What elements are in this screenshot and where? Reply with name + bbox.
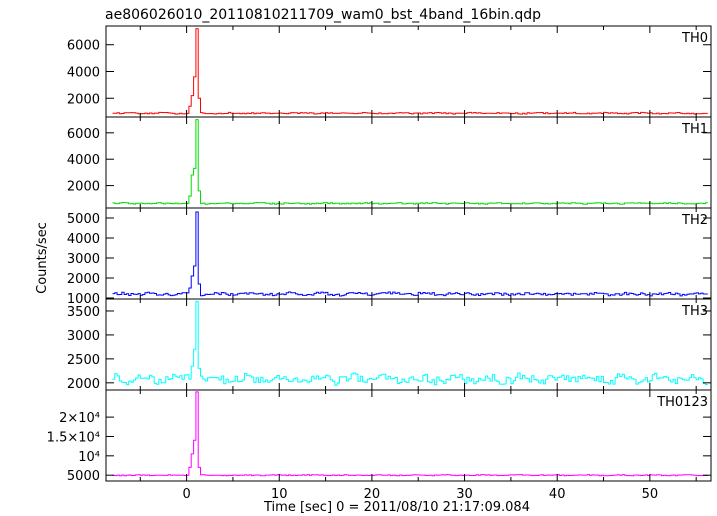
y-tick-label: 1000 (67, 292, 100, 307)
y-tick-label: 3000 (67, 252, 100, 267)
y-tick-label: 2000 (67, 180, 100, 195)
x-tick-label: 30 (456, 487, 473, 502)
series-th3 (112, 300, 708, 386)
panel-label: TH0 (681, 31, 708, 46)
y-tick-label: 2000 (67, 92, 100, 107)
panel-label: TH2 (681, 213, 708, 228)
y-tick-label: 2000 (67, 272, 100, 287)
x-tick-label: 20 (364, 487, 381, 502)
y-tick-label: 1.5×10⁴ (47, 430, 100, 445)
panel-label: TH1 (681, 122, 708, 137)
x-tick-label: 0 (182, 487, 190, 502)
y-tick-label: 4000 (67, 153, 100, 168)
panel-frame (105, 116, 712, 209)
y-tick-label: 2500 (67, 353, 100, 368)
panel-frame (105, 389, 712, 482)
panel-th2: 1000 2000 3000 4000 5000 TH2 (67, 207, 712, 307)
y-tick-label: 5000 (67, 469, 100, 484)
y-tick-label: 6000 (67, 39, 100, 54)
panel-th1: 2000 4000 6000 TH1 (67, 116, 712, 209)
y-tick-label: 6000 (67, 127, 100, 142)
y-tick-label: 4000 (67, 66, 100, 81)
y-tick-label: 5000 (67, 212, 100, 227)
x-axis: 0 10 20 30 40 50 (182, 487, 658, 502)
series-th1 (112, 119, 708, 205)
panel-th0: 2000 4000 6000 TH0 (67, 25, 712, 118)
panel-th0123: 5000 10⁴ 1.5×10⁴ 2×10⁴ TH0123 (47, 389, 712, 484)
series-th0 (112, 28, 708, 115)
panels: 2000 4000 6000 TH0 2000 4000 6000 TH1 1000 2000 30… (47, 25, 712, 484)
y-tick-label: 3000 (67, 329, 100, 344)
y-tick-label: 4000 (67, 232, 100, 247)
panel-th3: 2000 2500 3000 3500 TH3 (67, 298, 712, 392)
y-tick-label: 3500 (67, 305, 100, 320)
panel-frame (105, 207, 712, 300)
y-axis-label: Counts/sec (35, 222, 50, 294)
series-th0123 (112, 391, 708, 477)
y-tick-label: 10⁴ (78, 450, 100, 465)
x-tick-label: 10 (271, 487, 288, 502)
y-tick-label: 2000 (67, 377, 100, 392)
x-tick-label: 50 (642, 487, 659, 502)
panel-frame (105, 25, 712, 118)
x-tick-label: 40 (549, 487, 566, 502)
panel-label: TH0123 (656, 395, 708, 410)
y-tick-label: 2×10⁴ (59, 411, 100, 426)
x-axis-label: Time [sec] 0 = 2011/08/10 21:17:09.084 (263, 500, 530, 515)
plot-title: ae806026010_20110810211709_wam0_bst_4ban… (105, 7, 541, 23)
series-th2 (112, 211, 708, 297)
panel-label: TH3 (681, 304, 708, 319)
